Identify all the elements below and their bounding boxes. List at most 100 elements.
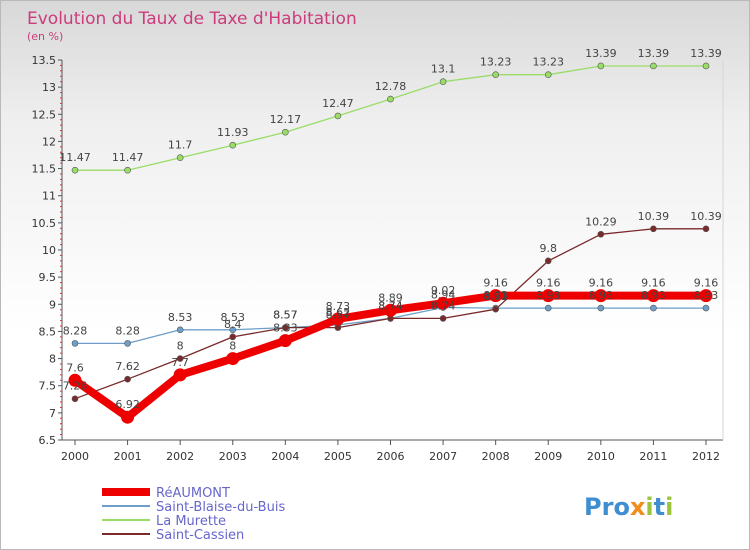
series-4-point bbox=[650, 225, 657, 233]
y-tick-label: 7 bbox=[49, 407, 56, 420]
x-tick-label: 2012 bbox=[692, 450, 720, 463]
series-1-point bbox=[121, 410, 135, 424]
series-1-point bbox=[226, 352, 240, 366]
series-3-point bbox=[387, 95, 394, 103]
chart-subtitle: (en %) bbox=[27, 30, 63, 43]
series-3-point bbox=[702, 62, 710, 70]
data-label: 10.29 bbox=[585, 215, 617, 228]
data-label: 8.91 bbox=[483, 290, 508, 303]
axes bbox=[58, 59, 724, 445]
x-tick-label: 2007 bbox=[429, 450, 457, 463]
series-1-point bbox=[489, 289, 503, 303]
y-tick-label: 11 bbox=[42, 190, 56, 203]
data-label: 8.74 bbox=[378, 299, 403, 312]
series-2-point bbox=[650, 304, 657, 312]
data-label: 8.57 bbox=[273, 309, 298, 322]
data-label: 6.92 bbox=[115, 398, 140, 411]
data-label: 13.39 bbox=[585, 47, 617, 60]
series-3-point bbox=[650, 62, 657, 70]
data-label: 10.39 bbox=[690, 210, 722, 223]
y-tick-label: 12 bbox=[42, 135, 56, 148]
data-label: 8.93 bbox=[589, 289, 614, 302]
y-tick-label: 13.5 bbox=[32, 54, 57, 67]
series-3-point bbox=[439, 78, 447, 86]
series-1-point bbox=[68, 373, 82, 387]
y-tick-label: 7.5 bbox=[39, 380, 57, 393]
data-label: 11.47 bbox=[59, 151, 91, 164]
x-axis-tick-labels: 2000 2001 2002 2003 2004 2005 2006 2007 2008 2009… bbox=[61, 450, 720, 463]
data-label: 13.23 bbox=[533, 56, 565, 69]
y-tick-label: 10 bbox=[42, 244, 56, 257]
series-1-point bbox=[699, 289, 713, 303]
legend-label-3: La Murette bbox=[156, 514, 226, 529]
series-4-point bbox=[176, 355, 184, 362]
data-label: 11.93 bbox=[217, 126, 249, 139]
y-tick-label: 8 bbox=[49, 353, 56, 366]
series-1-point bbox=[173, 368, 187, 382]
series-4-point bbox=[334, 324, 342, 331]
data-label: 7.6 bbox=[66, 361, 84, 374]
data-label: 7.7 bbox=[171, 356, 189, 369]
data-label: 12.47 bbox=[322, 97, 354, 110]
series-2-point bbox=[597, 304, 605, 312]
data-label: 8.28 bbox=[115, 324, 140, 337]
data-label: 9.16 bbox=[589, 277, 614, 290]
y-tick-label: 6.5 bbox=[39, 434, 57, 447]
logo-letter: t bbox=[654, 493, 665, 521]
series-4-point bbox=[71, 395, 79, 403]
data-label: 8.73 bbox=[326, 300, 351, 313]
data-label: 8.33 bbox=[273, 322, 298, 335]
logo-text: Proxiti bbox=[584, 493, 673, 521]
data-label: 8.93 bbox=[483, 289, 508, 302]
y-tick-label: 13 bbox=[42, 81, 56, 94]
series-3-point bbox=[176, 154, 184, 162]
y-tick-label: 11.5 bbox=[32, 163, 57, 176]
series-4-point bbox=[597, 230, 605, 238]
x-tick-label: 2002 bbox=[166, 450, 194, 463]
series-lines bbox=[71, 65, 710, 422]
series-1-point bbox=[541, 289, 555, 303]
legend-label-2: Saint-Blaise-du-Buis bbox=[156, 500, 285, 515]
legend-label-4: Saint-Cassien bbox=[156, 528, 244, 543]
y-tick-label: 8.5 bbox=[39, 325, 57, 338]
logo-letter: i bbox=[665, 493, 673, 521]
data-label: 8.62 bbox=[326, 306, 351, 319]
series-2-point bbox=[176, 326, 184, 334]
proxiti-logo: Proxiti bbox=[584, 493, 673, 521]
data-label: 7.62 bbox=[115, 360, 140, 373]
data-label: 13.39 bbox=[690, 47, 722, 60]
series-1-point bbox=[331, 312, 345, 326]
series-3-point bbox=[71, 166, 79, 174]
data-label: 8.74 bbox=[431, 299, 456, 312]
series-1-point bbox=[594, 289, 608, 303]
series-3-point bbox=[492, 71, 499, 78]
data-label: 7.26 bbox=[63, 380, 88, 393]
y-tick-label: 9 bbox=[49, 298, 56, 311]
data-label: 8 bbox=[229, 340, 236, 353]
data-label: 8.89 bbox=[378, 291, 403, 304]
series-2-point bbox=[544, 304, 552, 312]
series-4-point bbox=[544, 257, 552, 265]
data-label: 8.57 bbox=[273, 309, 298, 322]
data-label: 9.16 bbox=[536, 277, 561, 290]
x-tick-label: 2011 bbox=[639, 450, 667, 463]
x-tick-label: 2004 bbox=[271, 450, 299, 463]
x-tick-label: 2008 bbox=[482, 450, 510, 463]
data-label: 8.53 bbox=[221, 311, 246, 324]
data-label: 8.94 bbox=[431, 289, 456, 302]
series-2-point bbox=[702, 304, 710, 312]
data-label: 8.74 bbox=[378, 299, 403, 312]
series-4-point bbox=[282, 324, 289, 331]
data-label: 11.7 bbox=[168, 139, 193, 152]
y-tick-label: 9.5 bbox=[39, 271, 57, 284]
data-label: 9.16 bbox=[641, 277, 666, 290]
data-label: 8.53 bbox=[168, 311, 193, 324]
series-points bbox=[68, 62, 713, 424]
y-tick-label: 10.5 bbox=[32, 217, 57, 230]
x-tick-label: 2003 bbox=[219, 450, 247, 463]
x-tick-label: 2005 bbox=[324, 450, 352, 463]
data-label: 9.16 bbox=[483, 277, 508, 290]
series-3-point bbox=[544, 71, 552, 78]
